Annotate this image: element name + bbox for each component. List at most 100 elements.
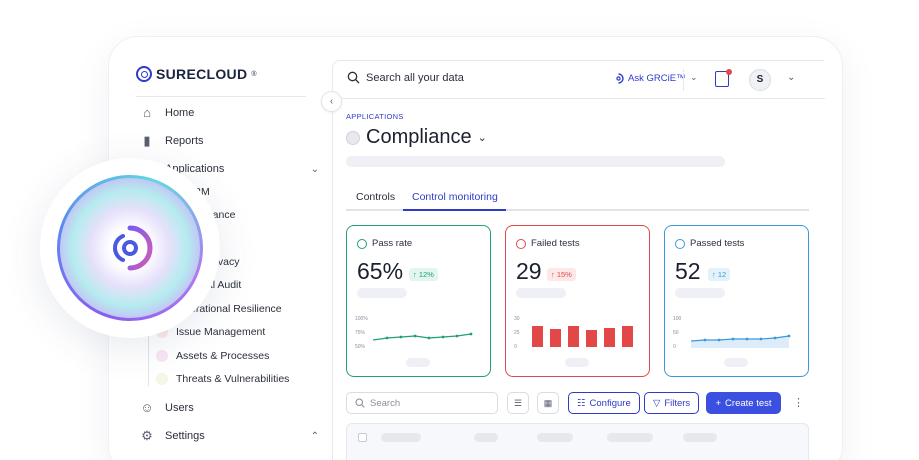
sidebar-item-users[interactable]: ☺ Users (139, 400, 319, 416)
collapse-sidebar-button[interactable]: ‹ (321, 91, 342, 112)
sidebar-item-label: Applications (165, 163, 225, 175)
sidebar-item-reports[interactable]: ▮ Reports (139, 133, 319, 149)
page-title-text: Compliance (366, 126, 472, 148)
description-placeholder (346, 156, 725, 167)
kpi-value: 65% (357, 258, 404, 284)
threat-icon (156, 373, 168, 385)
column-header-placeholder (683, 433, 717, 442)
app-icon (346, 130, 360, 145)
sliders-icon: ☷ (577, 397, 586, 409)
page-title[interactable]: Compliance ⌄ (346, 126, 487, 149)
ask-grcie-button[interactable]: Ask GRCiE™ (613, 73, 686, 84)
kpi-label-text: Pass rate (372, 238, 413, 249)
configure-button[interactable]: ☷ Configure (568, 392, 640, 414)
target-icon (357, 238, 367, 249)
main-panel: Search all your data Ask GRCiE™ ⌄ S ⌄ (332, 60, 825, 460)
assets-icon (156, 350, 168, 362)
tick-label: 0 (673, 344, 676, 350)
sidebar: SURECLOUD ® (136, 60, 316, 97)
kpi-card-failed-tests[interactable]: Failed tests 29 ↑ 15% 30 25 0 (505, 225, 650, 377)
notification-dot (726, 69, 732, 75)
breadcrumb[interactable]: APPLICATIONS (346, 112, 404, 121)
chevron-down-icon[interactable]: ⌄ (690, 72, 698, 82)
brand-mark: ® (251, 70, 257, 78)
table-search-input[interactable]: Search (346, 392, 498, 414)
subitem-label: Threats & Vulnerabilities (176, 373, 290, 385)
gear-icon: ⚙ (141, 428, 153, 443)
chevron-down-icon: ⌄ (477, 132, 487, 144)
sidebar-divider (136, 96, 306, 97)
clipboard-icon[interactable] (715, 71, 729, 87)
ai-assistant-orb[interactable] (40, 158, 220, 338)
sidebar-subitem-issue-management[interactable]: Issue Management (156, 326, 265, 338)
avatar[interactable]: S (749, 69, 771, 91)
sidebar-item-label: Users (165, 402, 194, 414)
column-header-placeholder (607, 433, 653, 442)
subitem-label: Operational Resilience (176, 303, 282, 315)
search-icon (347, 71, 360, 84)
sidebar-item-home[interactable]: ⌂ Home (139, 105, 319, 121)
surecloud-logo-icon (136, 66, 152, 82)
home-icon: ⌂ (143, 105, 151, 120)
create-test-label: Create test (725, 397, 772, 409)
divider (683, 69, 684, 91)
plus-icon: + (715, 397, 722, 409)
chevron-down-icon: ⌄ (310, 163, 319, 175)
kpi-delta-badge: ↑ 15% (547, 268, 576, 281)
check-circle-icon (675, 238, 685, 249)
tick-label: 100 (673, 316, 682, 322)
kpi-delta-badge: ↑ 12% (409, 268, 438, 281)
kpi-footer-placeholder (565, 358, 589, 367)
list-view-icon[interactable]: ☰ (507, 392, 529, 414)
search-icon (355, 398, 365, 408)
subitem-label: Assets & Processes (176, 350, 270, 362)
tab-bar: Controls Control monitoring (346, 186, 809, 211)
global-search-input[interactable]: Search all your data (347, 71, 464, 84)
kpi-label: Failed tests (516, 238, 580, 249)
grcie-icon (616, 73, 624, 84)
create-test-button[interactable]: + Create test (706, 392, 781, 414)
filters-button[interactable]: ▽ Filters (644, 392, 700, 414)
kpi-subtext-placeholder (675, 288, 725, 298)
kpi-delta: 15% (556, 270, 572, 279)
tick-label: 30 (514, 316, 520, 322)
tick-label: 50% (355, 344, 366, 350)
tick-label: 100% (355, 316, 368, 322)
active-tab-indicator (403, 209, 506, 211)
search-placeholder: Search all your data (366, 71, 464, 84)
sidebar-subitem-assets-processes[interactable]: Assets & Processes (156, 350, 269, 362)
tab-controls[interactable]: Controls (356, 191, 396, 203)
orb-inner (60, 178, 200, 318)
x-circle-icon (516, 238, 526, 249)
sidebar-item-label: Reports (165, 135, 204, 147)
kpi-footer-placeholder (724, 358, 748, 367)
select-all-checkbox[interactable] (358, 433, 367, 442)
kpi-delta-badge: ↑ 12 (708, 268, 731, 281)
grid-view-icon[interactable]: ▦ (537, 392, 559, 414)
tick-label: 0 (514, 344, 517, 350)
more-options-icon[interactable]: ⋮ (793, 397, 804, 409)
passed-tests-area-chart: 100 50 0 (673, 316, 791, 350)
subitem-label: Issue Management (176, 326, 266, 338)
column-header-placeholder (537, 433, 573, 442)
kpi-subtext-placeholder (516, 288, 566, 298)
chevron-up-icon: ⌃ (310, 430, 319, 442)
tick-label: 75% (355, 330, 366, 336)
table-header (346, 423, 809, 460)
filter-icon: ▽ (653, 397, 661, 409)
failed-tests-bar-chart: 30 25 0 (514, 316, 633, 350)
sidebar-item-settings[interactable]: ⚙ Settings ⌃ (139, 428, 319, 444)
search-placeholder: Search (370, 397, 401, 409)
orb-ring (57, 175, 203, 321)
kpi-card-pass-rate[interactable]: Pass rate 65% ↑ 12% 100% 75% 50% (346, 225, 491, 377)
bar-chart-icon: ▮ (143, 133, 151, 148)
kpi-card-passed-tests[interactable]: Passed tests 52 ↑ 12 100 50 0 (664, 225, 809, 377)
tick-label: 25 (514, 330, 520, 336)
sidebar-item-label: Settings (165, 430, 205, 442)
kpi-value: 52 (675, 258, 701, 284)
chevron-down-icon[interactable]: ⌄ (787, 72, 796, 83)
brand-name: SURECLOUD (156, 66, 248, 82)
surecloud-mark-icon (113, 225, 153, 271)
tab-control-monitoring[interactable]: Control monitoring (412, 191, 498, 203)
sidebar-subitem-threats-vulnerabilities[interactable]: Threats & Vulnerabilities (156, 373, 289, 385)
